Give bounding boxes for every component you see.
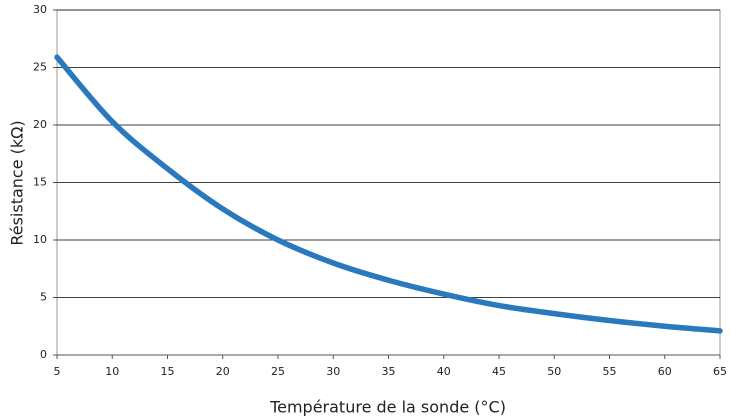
x-tick-label: 5 [54, 365, 61, 378]
x-tick-label: 50 [547, 365, 561, 378]
x-tick-label: 25 [271, 365, 285, 378]
y-tick-label: 5 [40, 291, 47, 304]
x-tick-label: 60 [658, 365, 672, 378]
y-tick-label: 25 [33, 61, 47, 74]
x-tick-label: 40 [437, 365, 451, 378]
x-tick-label: 65 [713, 365, 727, 378]
x-tick-label: 35 [382, 365, 396, 378]
y-tick-label: 15 [33, 176, 47, 189]
y-tick-label: 0 [40, 348, 47, 361]
y-tick-label: 10 [33, 233, 47, 246]
y-tick-label: 20 [33, 118, 47, 131]
x-axis-title: Température de la sonde (°C) [269, 398, 506, 417]
x-tick-label: 15 [161, 365, 175, 378]
x-tick-label: 45 [492, 365, 506, 378]
x-tick-label: 30 [326, 365, 340, 378]
x-tick-label: 55 [603, 365, 617, 378]
x-tick-label: 10 [105, 365, 119, 378]
line-series [54, 54, 723, 334]
x-tick-label: 20 [216, 365, 230, 378]
y-axis-title: Résistance (kΩ) [8, 120, 27, 245]
y-tick-label: 30 [33, 3, 47, 16]
